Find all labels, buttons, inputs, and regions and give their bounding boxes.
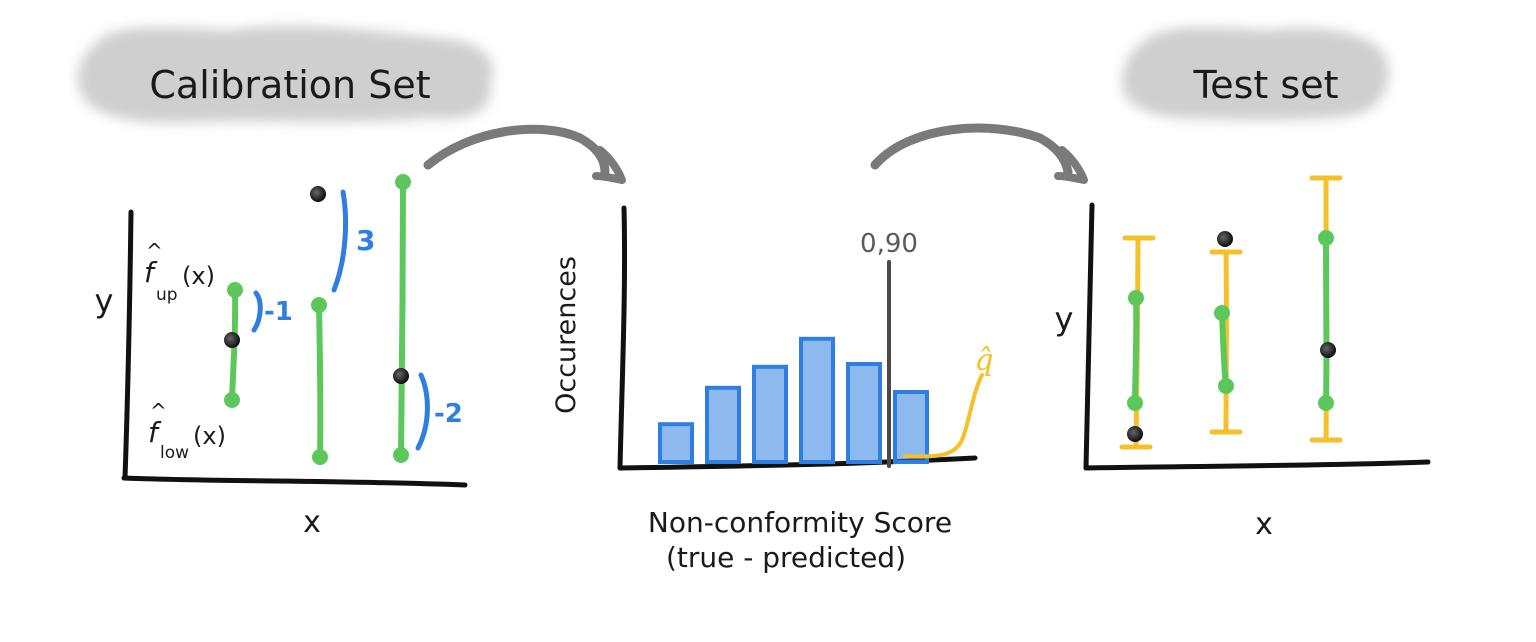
residual-1: -1 — [264, 297, 293, 327]
histogram-bar-4 — [799, 336, 835, 464]
test-interval-2 — [1209, 231, 1243, 435]
svg-text:up: up — [156, 285, 178, 305]
histogram-panel: Occurences Non-conformity Score (true - … — [551, 205, 994, 574]
calibration-title: Calibration Set — [149, 63, 430, 107]
histogram-y-label: Occurences — [551, 256, 582, 414]
f-hat-up-label: ^ f up (x) — [144, 239, 215, 305]
histogram-bar-1 — [658, 422, 694, 465]
lower-bound-point — [393, 447, 409, 463]
residual-2: 3 — [356, 224, 375, 257]
upper-bound-point — [311, 297, 327, 313]
histogram-bar-6 — [893, 390, 929, 464]
histogram-bar-2 — [705, 385, 741, 464]
f-hat-low-label: ^ f low (x) — [148, 399, 226, 463]
qhat-label: q̂ — [974, 343, 993, 378]
svg-text:^: ^ — [146, 239, 163, 263]
upper-bound-point — [227, 282, 243, 298]
calibration-x-axis — [121, 475, 468, 488]
histogram-y-axis — [617, 205, 628, 471]
calibration-interval-1 — [224, 282, 243, 408]
calibration-y-label: y — [95, 282, 114, 320]
true-value-point — [310, 186, 326, 202]
true-value-point — [393, 368, 409, 384]
residual-bracket-2 — [331, 189, 349, 293]
histogram-x-label-line2: (true - predicted) — [666, 541, 906, 574]
lower-bound-point — [312, 449, 328, 465]
test-interval-3 — [1309, 175, 1343, 443]
histogram-bars — [658, 336, 929, 465]
svg-text:low: low — [160, 443, 189, 463]
arrow-calibration-to-histogram — [423, 124, 626, 184]
test-panel: Test set y x — [1055, 27, 1431, 542]
residual-3: -2 — [434, 399, 463, 429]
residual-bracket-3 — [415, 372, 430, 451]
qhat-pointer — [903, 373, 984, 459]
lower-bound-point — [224, 392, 240, 408]
test-x-axis — [1083, 459, 1431, 471]
svg-text:(x): (x) — [182, 262, 215, 290]
true-value-point — [224, 332, 240, 348]
test-y-label: y — [1055, 300, 1074, 338]
arrow-histogram-to-test — [870, 123, 1088, 184]
calibration-interval-2 — [310, 186, 328, 465]
calibration-interval-3 — [393, 174, 411, 463]
residual-bracket-1 — [251, 290, 263, 333]
calibration-x-label: x — [303, 505, 321, 540]
upper-bound-point — [395, 174, 411, 190]
test-y-axis — [1083, 202, 1095, 471]
calibration-panel: Calibration Set y x ^ f up (x) ^ f low (… — [77, 26, 493, 540]
test-x-label: x — [1255, 507, 1273, 542]
svg-text:^: ^ — [150, 399, 167, 423]
test-title-cloud — [1121, 27, 1389, 120]
histogram-x-label-line1: Non-conformity Score — [648, 506, 952, 539]
test-interval-1 — [1119, 235, 1156, 450]
quantile-label: 0,90 — [860, 229, 918, 259]
histogram-bar-5 — [846, 362, 882, 464]
calibration-title-cloud — [77, 26, 493, 123]
histogram-x-axis — [617, 455, 978, 471]
histogram-bar-3 — [752, 364, 788, 464]
svg-text:(x): (x) — [193, 422, 226, 450]
calibration-y-axis — [122, 209, 134, 481]
test-title: Test set — [1193, 63, 1339, 107]
